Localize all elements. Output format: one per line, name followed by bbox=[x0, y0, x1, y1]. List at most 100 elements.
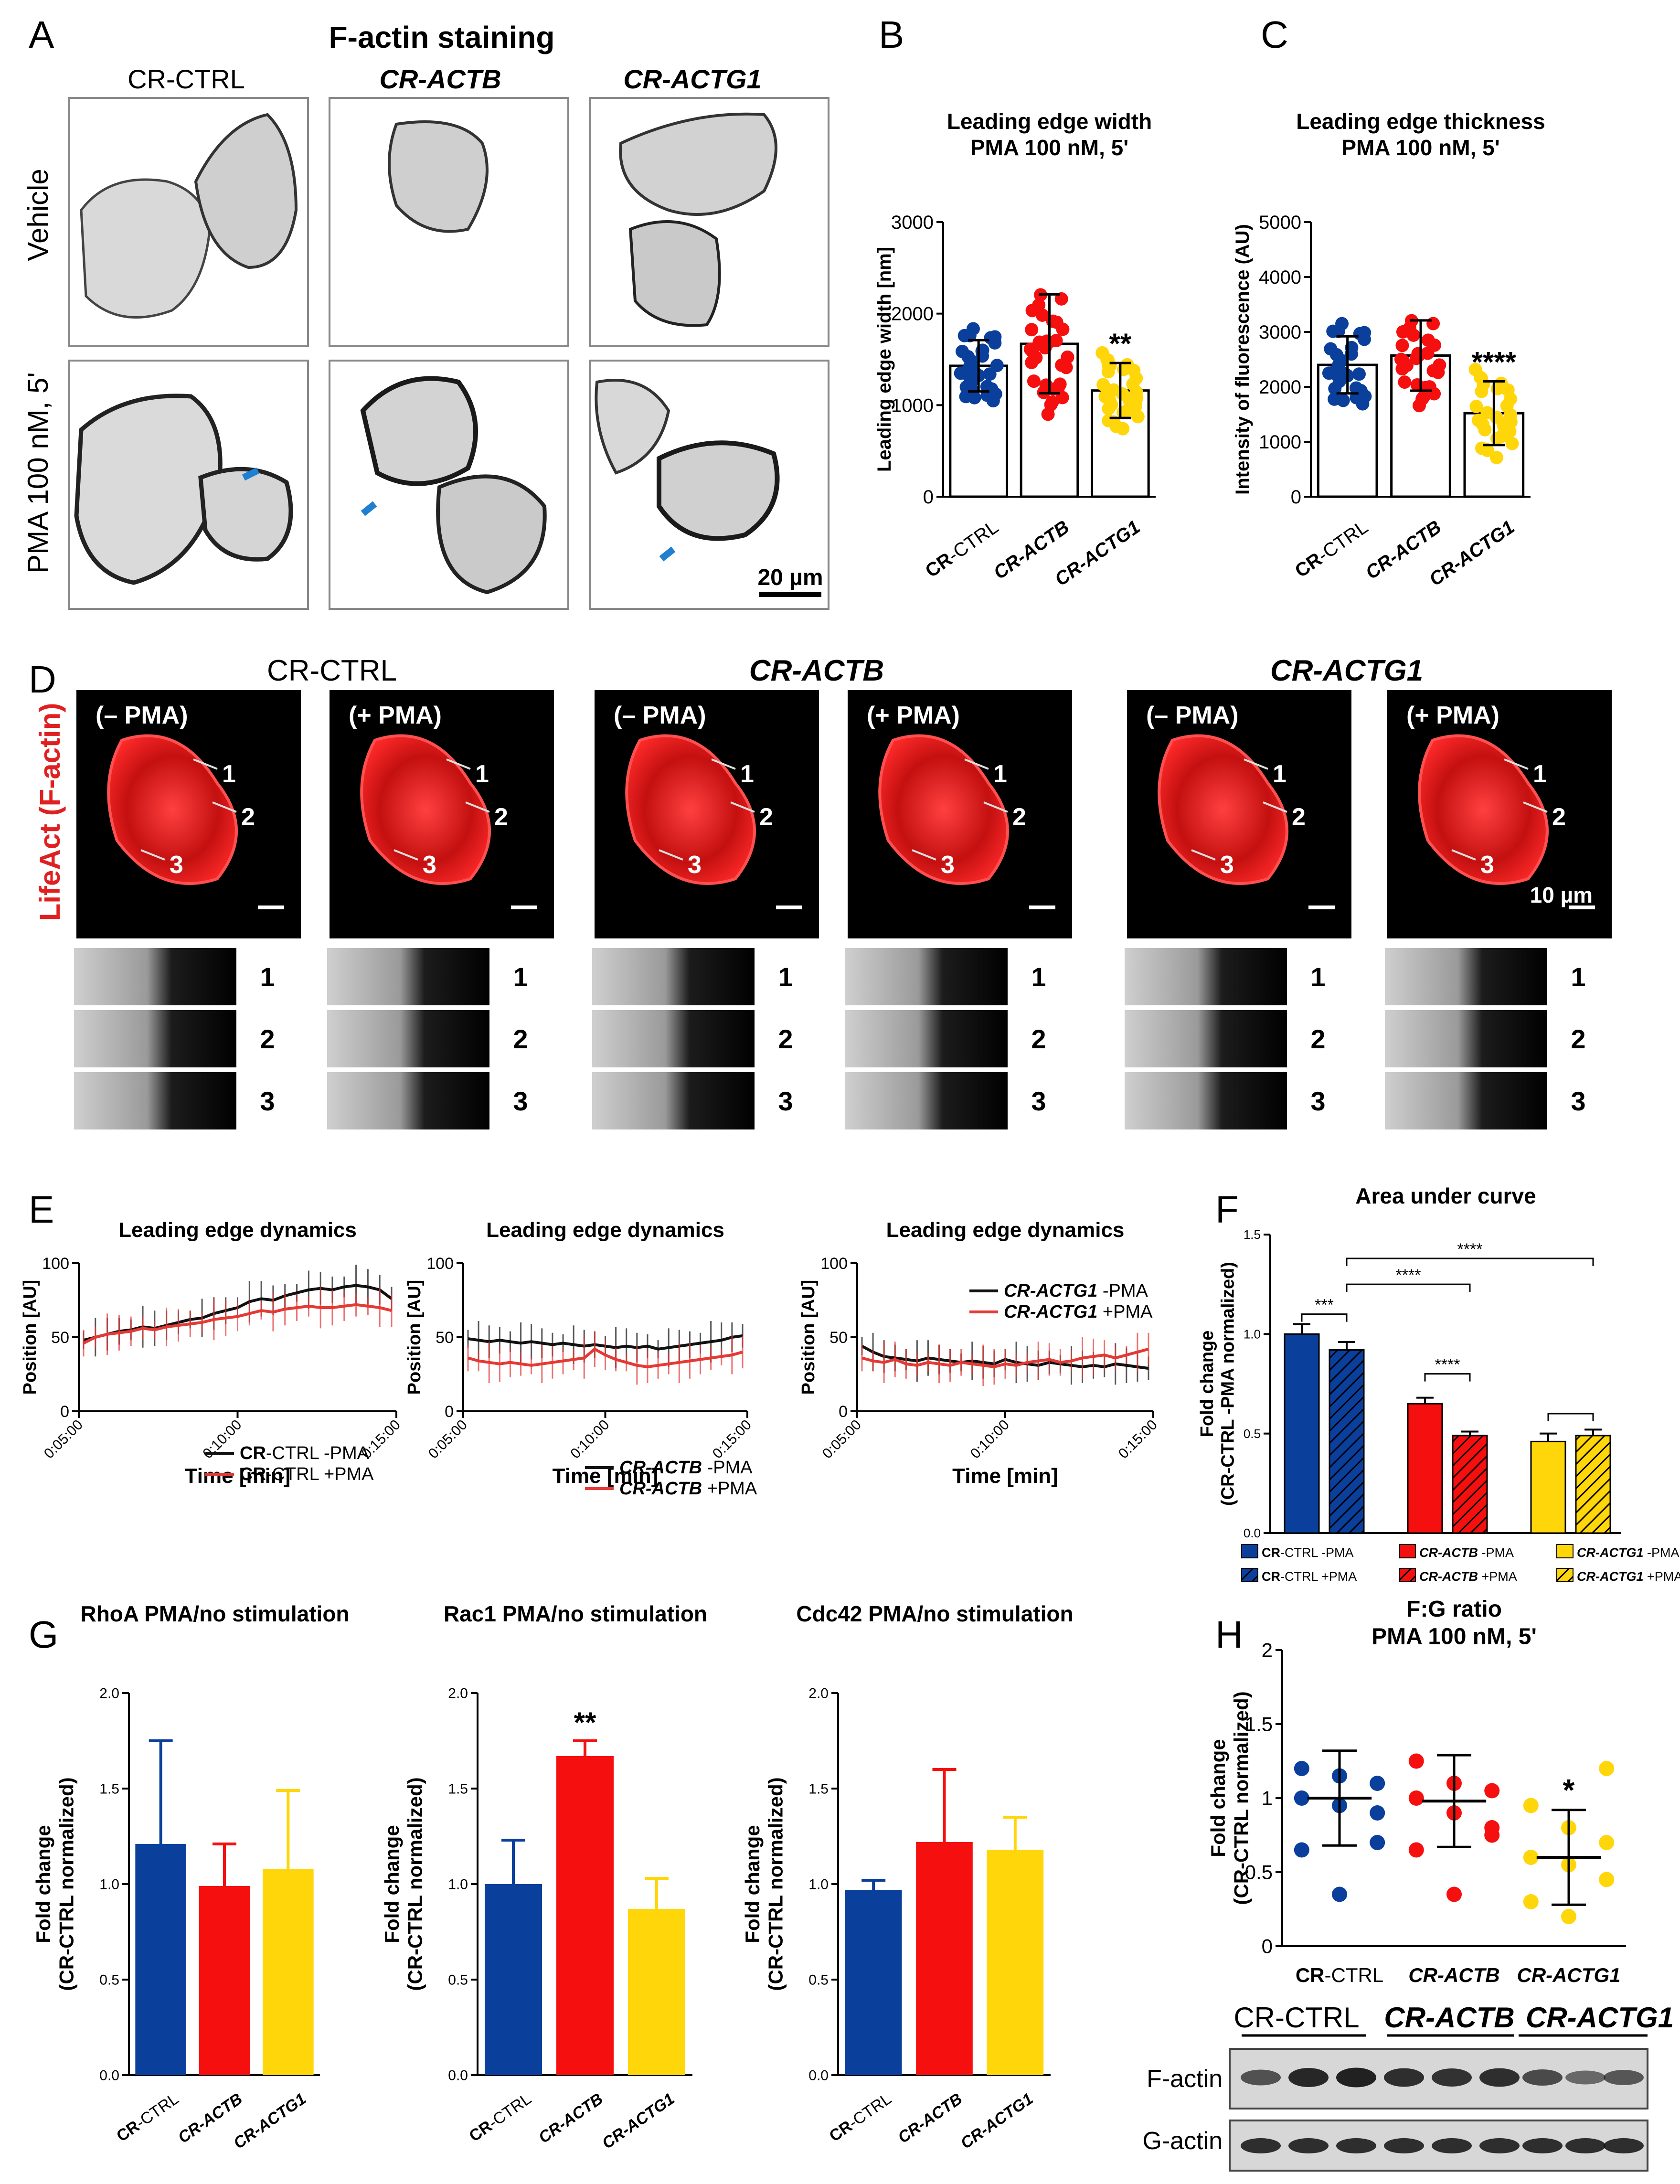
blot-col-actb: CR-ACTB bbox=[1384, 2002, 1514, 2034]
data-point bbox=[1328, 392, 1341, 406]
chart-title: RhoA PMA/no stimulation bbox=[80, 1601, 349, 1626]
chart-title: Leading edge dynamics bbox=[886, 1218, 1125, 1242]
y-tick-label: 5000 bbox=[1259, 212, 1301, 233]
panel-d-group-actg1: CR-ACTG1 bbox=[1270, 654, 1423, 687]
significance-mark: **** bbox=[1457, 1240, 1483, 1258]
data-point bbox=[1045, 395, 1059, 409]
x-tick-label: 0:10:00 bbox=[567, 1417, 612, 1462]
panel-g: G RhoA PMA/no stimulation 0.0 0.5 1.0 1.5 2.0… bbox=[29, 1601, 1074, 2152]
cell-shape bbox=[625, 734, 756, 885]
chart-subtitle: PMA 100 nM, 5' bbox=[970, 135, 1128, 160]
series-line bbox=[861, 1347, 1149, 1369]
kymograph-number: 3 bbox=[260, 1086, 275, 1116]
condition-label: (– PMA) bbox=[96, 702, 188, 729]
data-point bbox=[1096, 378, 1110, 392]
data-point bbox=[1400, 359, 1414, 373]
legend-label: CR-ACTB +PMA bbox=[619, 1479, 757, 1499]
chart-g3-cdc42: Cdc42 PMA/no stimulation 0.0 0.5 1.0 1.5 2.0 F… bbox=[741, 1601, 1074, 2152]
data-point bbox=[1505, 437, 1519, 450]
tick-label: CR-CTRL bbox=[1296, 1964, 1383, 1986]
y-tick-label: 1000 bbox=[1259, 432, 1301, 453]
bar-hatch bbox=[1575, 1435, 1611, 1534]
y-axis-title: Intensity of fluorescence (AU) bbox=[1232, 224, 1253, 495]
chart-title: Leading edge thickness bbox=[1296, 109, 1545, 134]
y-axis-title-2: (CR-CTRL normalized) bbox=[55, 1777, 77, 1991]
blot-band bbox=[1522, 2069, 1563, 2086]
bar bbox=[987, 1850, 1044, 2075]
data-point bbox=[1029, 351, 1043, 364]
legend-swatch-hatch bbox=[1242, 1568, 1258, 1582]
blot-band bbox=[1288, 2068, 1329, 2087]
significance-bracket bbox=[1547, 1413, 1594, 1421]
kymograph-number: 1 bbox=[260, 962, 275, 992]
data-point bbox=[1408, 1753, 1424, 1769]
data-point bbox=[980, 380, 994, 394]
data-point bbox=[1055, 358, 1069, 372]
y-tick-label: 1.0 bbox=[448, 1877, 468, 1893]
legend-label: CR-CTRL -PMA bbox=[240, 1443, 370, 1463]
data-point bbox=[1561, 1909, 1576, 1924]
chart-title: Rac1 PMA/no stimulation bbox=[444, 1601, 707, 1626]
y-tick-label: 0 bbox=[923, 487, 934, 508]
x-tick-label: 0:10:00 bbox=[200, 1417, 245, 1462]
data-point bbox=[1294, 1790, 1309, 1806]
data-point bbox=[1408, 1790, 1424, 1806]
data-point bbox=[1102, 359, 1116, 373]
data-point bbox=[1102, 402, 1116, 415]
data-point bbox=[1599, 1835, 1615, 1850]
kymograph-line bbox=[983, 801, 1008, 813]
cell-shape bbox=[878, 734, 1009, 885]
data-point bbox=[1025, 323, 1039, 337]
data-point bbox=[1480, 406, 1494, 420]
kymograph-number: 1 bbox=[1310, 962, 1325, 992]
kymograph-line bbox=[1504, 758, 1529, 770]
data-point bbox=[1053, 377, 1067, 391]
chart-title: Leading edge dynamics bbox=[118, 1218, 357, 1242]
kymograph-number: 2 bbox=[513, 1024, 528, 1054]
point-label: 3 bbox=[423, 851, 436, 879]
x-tick-label: 0:15:00 bbox=[1116, 1417, 1160, 1462]
y-tick-label: 0 bbox=[1291, 487, 1301, 508]
y-tick-label: 0 bbox=[445, 1403, 454, 1421]
data-point bbox=[1494, 376, 1508, 390]
y-axis-title: Fold change bbox=[32, 1825, 54, 1943]
significance-bracket bbox=[1301, 1313, 1348, 1322]
y-axis-title-2: (CR-CTRL normalized) bbox=[1230, 1691, 1252, 1905]
tick-label: CR-CTRL bbox=[1291, 516, 1372, 582]
kymograph-line bbox=[711, 758, 736, 770]
kymograph-number: 1 bbox=[1571, 962, 1585, 992]
kymograph bbox=[1385, 1072, 1547, 1129]
y-tick-label: 1 bbox=[1262, 1787, 1273, 1810]
data-point bbox=[1120, 358, 1134, 372]
blot-row-factin: F-actin bbox=[1147, 2065, 1223, 2093]
data-point bbox=[1349, 381, 1363, 395]
x-tick-label: 0:05:00 bbox=[41, 1417, 86, 1462]
point-label: 1 bbox=[993, 760, 1007, 788]
kymograph bbox=[845, 1010, 1008, 1067]
legend-swatch bbox=[1556, 1544, 1574, 1558]
tick-label: CR-ACTB bbox=[894, 2089, 966, 2147]
blot-band bbox=[1336, 2067, 1376, 2088]
data-point bbox=[1484, 1783, 1500, 1799]
cell-shape bbox=[107, 734, 238, 885]
kymograph-line bbox=[1191, 849, 1216, 861]
y-tick-label: 2000 bbox=[1259, 377, 1301, 398]
y-axis-title: Position [AU] bbox=[798, 1280, 819, 1395]
bar bbox=[263, 1869, 314, 2075]
kymograph bbox=[845, 1072, 1008, 1129]
kymograph-number: 2 bbox=[260, 1024, 275, 1054]
kymograph bbox=[327, 948, 489, 1005]
chart-title: Leading edge width bbox=[947, 109, 1152, 134]
y-axis-title-2: (CR-CTRL normalized) bbox=[404, 1777, 426, 1991]
blot-band bbox=[1384, 2068, 1424, 2087]
data-point bbox=[1469, 400, 1483, 414]
point-label: 3 bbox=[1220, 851, 1234, 879]
condition-label: (+ PMA) bbox=[867, 702, 960, 729]
bar bbox=[628, 1909, 685, 2075]
data-point bbox=[1128, 397, 1142, 411]
legend-label: CR-ACTG1 -PMA bbox=[1577, 1545, 1680, 1560]
kymograph bbox=[1125, 948, 1287, 1005]
